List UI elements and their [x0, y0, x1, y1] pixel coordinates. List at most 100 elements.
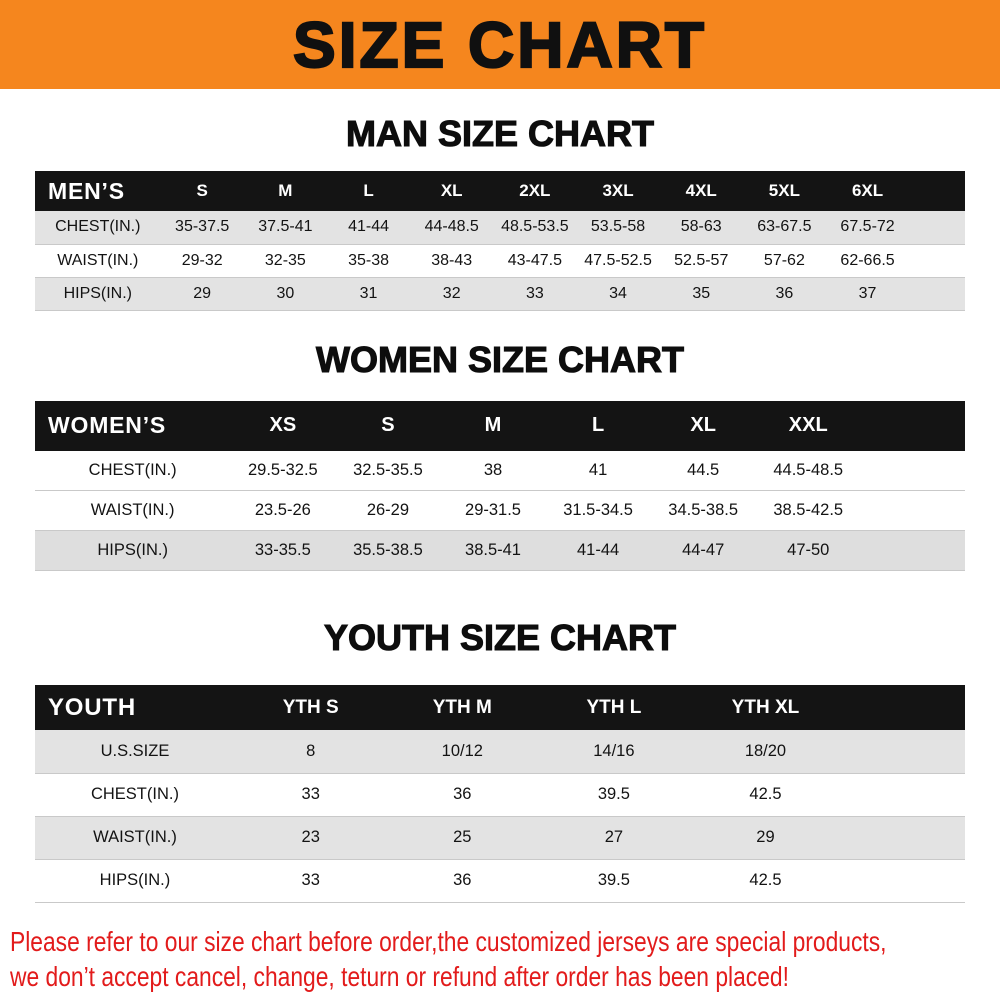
header-filler [841, 685, 965, 730]
table-row: WAIST(IN.) 23.5-26 26-29 29-31.5 31.5-34.5 34… [35, 491, 965, 531]
size-cell: 41-44 [576, 541, 620, 559]
size-cell: 33-35.5 [254, 541, 311, 559]
size-cell: 47.5-52.5 [584, 251, 652, 269]
women-size-table: WOMEN’S XS S M L XL XXL CHEST(IN.) 29.5-32.5 32.5… [35, 400, 965, 572]
footer-line-1: Please refer to our size chart before or… [10, 925, 887, 957]
size-cell: 35-38 [348, 251, 389, 269]
row-label: HIPS(IN.) [63, 284, 133, 302]
size-cell: 27 [604, 828, 624, 846]
column-header: L [326, 171, 411, 211]
size-cell: 23 [301, 828, 320, 846]
size-cell: 37.5-41 [258, 218, 313, 236]
size-cell: 48.5-53.5 [501, 218, 569, 236]
row-filler [861, 451, 965, 491]
table-row: HIPS(IN.) 29 30 31 32 33 34 35 36 37 [35, 277, 965, 310]
row-filler [909, 277, 965, 310]
table-row: CHEST(IN.) 29.5-32.5 32.5-35.5 38 41 44.5 44.5… [35, 451, 965, 491]
row-filler [841, 859, 965, 902]
size-cell: 25 [453, 828, 472, 846]
size-cell: 33 [301, 871, 320, 889]
size-cell: 33 [301, 785, 320, 803]
size-cell: 32-35 [264, 251, 306, 269]
table-corner-label: YOUTH [35, 685, 235, 730]
column-header: XXL [755, 400, 861, 451]
column-header: M [243, 171, 327, 211]
column-header: YTH XL [689, 685, 842, 730]
size-cell: 38.5-41 [465, 541, 521, 559]
table-corner-label: MEN’S [35, 171, 161, 211]
section-men: MAN SIZE CHART MEN’S S M L XL 2XL 3XL 4XL 5XL 6XL… [0, 112, 1000, 311]
column-header: 4XL [659, 171, 743, 211]
table-row: HIPS(IN.) 33 36 39.5 42.5 [35, 859, 965, 902]
men-size-table: MEN’S S M L XL 2XL 3XL 4XL 5XL 6XL CHEST(IN.) 35-37… [35, 171, 965, 311]
size-cell: 44-48.5 [424, 218, 479, 236]
table-row: U.S.SIZE 8 10/12 14/16 18/20 [35, 730, 965, 773]
men-section-heading: MAN SIZE CHART [345, 112, 654, 154]
column-header: 2XL [493, 171, 577, 211]
size-cell: 42.5 [749, 785, 782, 803]
youth-section-heading: YOUTH SIZE CHART [323, 616, 676, 658]
size-cell: 29-32 [181, 251, 223, 269]
youth-size-table: YOUTH YTH S YTH M YTH L YTH XL U.S.SIZE 8 10/12… [35, 685, 965, 903]
table-row: HIPS(IN.) 33-35.5 35.5-38.5 38.5-41 41-44 44-… [35, 530, 965, 571]
size-cell: 47-50 [787, 541, 830, 559]
size-cell: 43-47.5 [507, 251, 562, 269]
size-cell: 67.5-72 [840, 218, 895, 236]
column-header: S [160, 171, 244, 211]
column-header: XS [230, 400, 336, 451]
size-cell: 35 [692, 284, 711, 302]
row-filler [909, 244, 965, 277]
column-header: XL [410, 171, 494, 211]
size-cell: 31.5-34.5 [563, 501, 633, 519]
size-cell: 31 [359, 284, 378, 302]
column-header: YTH S [234, 685, 387, 730]
row-filler [861, 531, 965, 571]
column-header: 6XL [825, 171, 910, 211]
page-title: SIZE CHART [292, 8, 707, 81]
women-section-heading: WOMEN SIZE CHART [315, 338, 684, 380]
size-cell: 18/20 [744, 741, 787, 760]
size-cell: 10/12 [441, 741, 483, 760]
size-cell: 44.5-48.5 [773, 460, 844, 479]
size-cell: 14/16 [593, 741, 635, 760]
size-cell: 63-67.5 [757, 218, 812, 236]
column-header: YTH M [386, 685, 539, 730]
size-cell: 41 [588, 460, 608, 479]
column-header: YTH L [538, 685, 690, 730]
table-row: WAIST(IN.) 29-32 32-35 35-38 38-43 43-47.5 47.… [35, 244, 965, 277]
size-cell: 32.5-35.5 [353, 460, 423, 479]
row-label: CHEST(IN.) [55, 218, 141, 236]
row-label: WAIST(IN.) [57, 251, 139, 269]
size-cell: 58-63 [680, 218, 722, 236]
size-cell: 8 [306, 741, 316, 760]
column-header: M [440, 400, 546, 451]
row-filler [909, 211, 965, 244]
size-cell: 36 [453, 871, 472, 889]
size-cell: 36 [453, 785, 472, 803]
size-cell: 52.5-57 [674, 251, 729, 269]
size-cell: 29 [756, 828, 775, 846]
row-filler [861, 491, 965, 531]
size-cell: 34.5-38.5 [668, 501, 739, 519]
size-cell: 30 [276, 284, 295, 302]
size-cell: 38.5-42.5 [773, 501, 844, 519]
size-cell: 42.5 [749, 871, 782, 889]
size-cell: 23.5-26 [254, 501, 311, 519]
size-cell: 39.5 [597, 871, 630, 889]
section-women: WOMEN SIZE CHART WOMEN’S XS S M L XL XXL CHEST(… [0, 338, 1000, 572]
table-row: CHEST(IN.) 35-37.5 37.5-41 41-44 44-48.5 48.5… [35, 211, 965, 244]
size-cell: 62-66.5 [840, 251, 895, 269]
row-label: HIPS(IN.) [99, 871, 171, 889]
column-header: XL [650, 400, 756, 451]
row-label: HIPS(IN.) [97, 541, 168, 559]
header-filler [860, 400, 965, 451]
footer-note: Please refer to our size chart before or… [10, 925, 1000, 993]
row-label: WAIST(IN.) [90, 501, 175, 519]
size-cell: 37 [858, 284, 877, 302]
size-cell: 33 [525, 284, 544, 302]
column-header: S [335, 400, 441, 451]
row-label: U.S.SIZE [100, 741, 170, 760]
size-cell: 53.5-58 [590, 218, 646, 236]
table-row: WAIST(IN.) 23 25 27 29 [35, 816, 965, 859]
